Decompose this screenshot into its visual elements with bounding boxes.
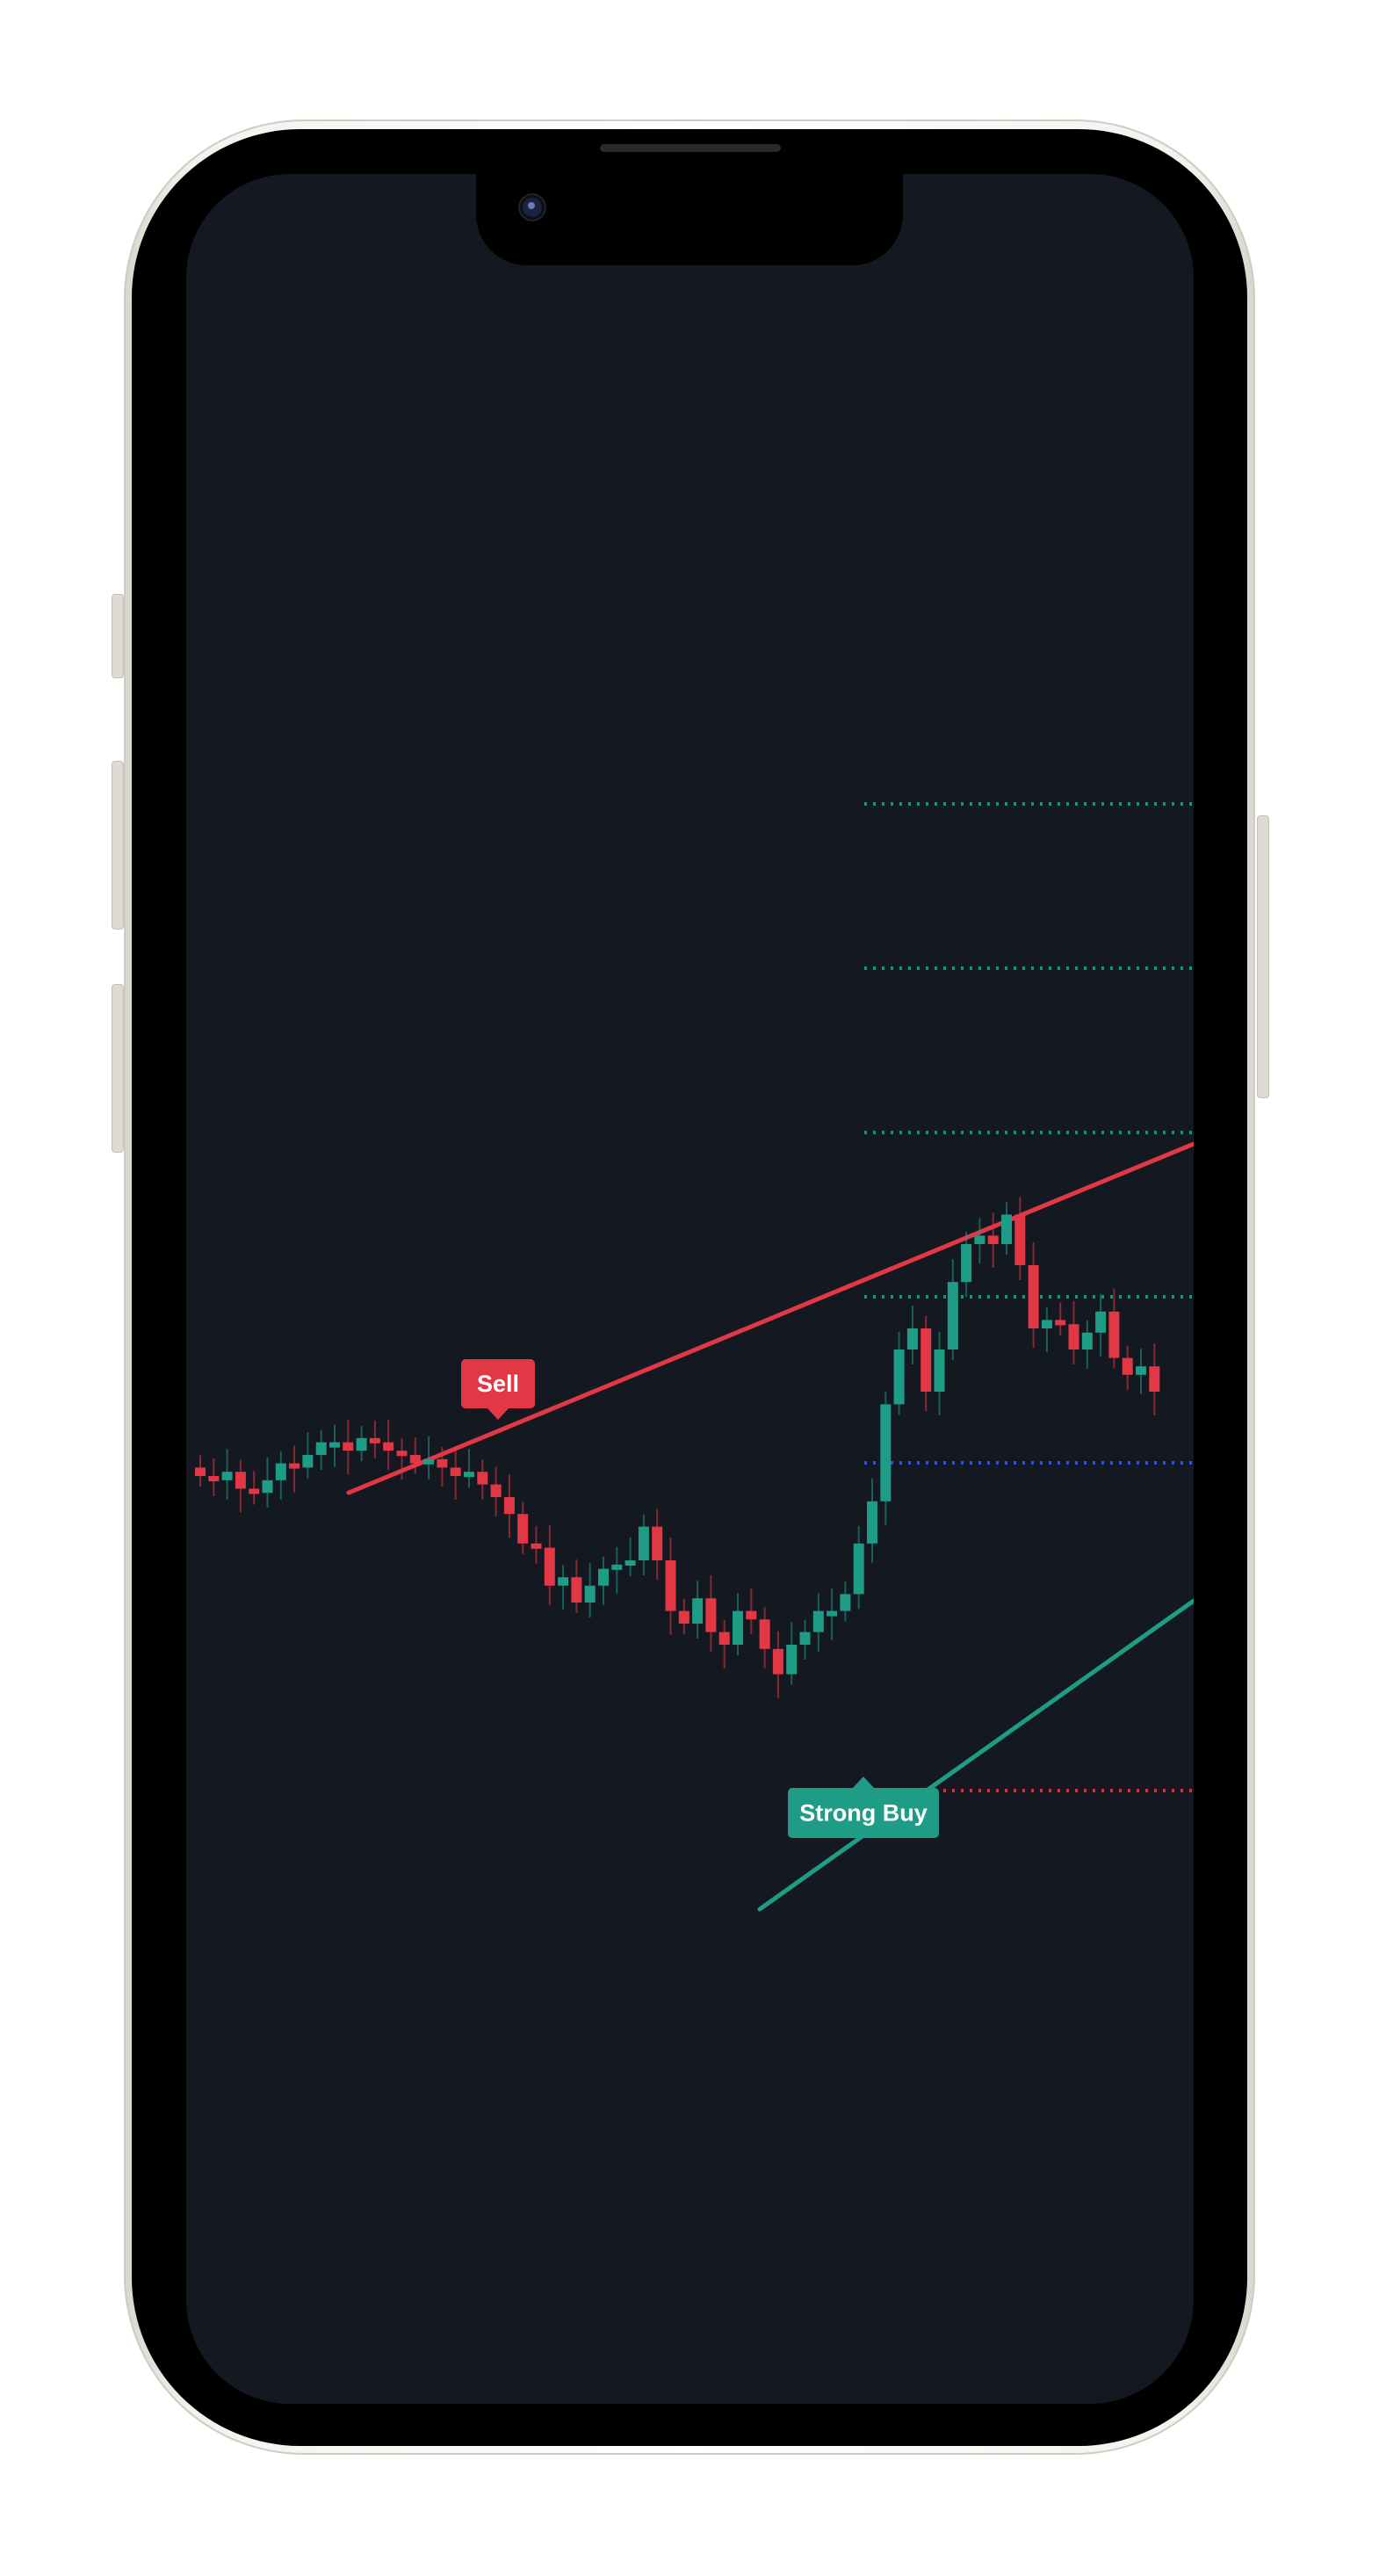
candle-up[interactable] [947, 1282, 958, 1350]
volume-down-button[interactable] [112, 984, 124, 1153]
candle-up[interactable] [625, 1560, 636, 1566]
candle-up[interactable] [611, 1564, 623, 1570]
candle-down[interactable] [652, 1526, 663, 1560]
candle-up[interactable] [1081, 1332, 1093, 1350]
front-camera-icon [520, 195, 545, 220]
candle-up[interactable] [558, 1577, 569, 1586]
candle-down[interactable] [396, 1451, 408, 1457]
candle-down[interactable] [383, 1442, 394, 1451]
candle-up[interactable] [315, 1442, 327, 1455]
candle-down[interactable] [1108, 1311, 1120, 1358]
candle-up[interactable] [638, 1526, 649, 1560]
sell-signal-label[interactable]: Sell [461, 1359, 535, 1420]
candle-down[interactable] [1028, 1265, 1039, 1328]
candle-down[interactable] [369, 1437, 380, 1444]
candle-up[interactable] [356, 1437, 367, 1451]
candle-down[interactable] [1149, 1366, 1160, 1392]
candle-down[interactable] [450, 1467, 461, 1476]
candle-up[interactable] [961, 1244, 972, 1283]
phone-notch [476, 162, 903, 265]
candle-up[interactable] [906, 1328, 918, 1350]
candle-down[interactable] [1068, 1324, 1079, 1350]
candle-down[interactable] [772, 1648, 783, 1675]
candle-up[interactable] [893, 1350, 905, 1405]
buy-signal-text: Strong Buy [799, 1800, 928, 1827]
candle-down[interactable] [289, 1463, 300, 1469]
power-button[interactable] [1257, 815, 1269, 1098]
volume-up-button[interactable] [112, 761, 124, 930]
candle-up[interactable] [867, 1501, 877, 1544]
candle-up[interactable] [423, 1458, 435, 1465]
candle-down[interactable] [1055, 1320, 1066, 1326]
candle-up[interactable] [786, 1645, 798, 1675]
candle-up[interactable] [275, 1463, 286, 1480]
candle-down[interactable] [665, 1560, 676, 1611]
candle-down[interactable] [195, 1467, 206, 1476]
earpiece-speaker [600, 144, 781, 152]
candle-down[interactable] [705, 1598, 717, 1632]
candle-up[interactable] [598, 1568, 609, 1586]
candle-down[interactable] [437, 1458, 448, 1468]
candle-down[interactable] [343, 1442, 354, 1451]
candle-down[interactable] [921, 1328, 932, 1392]
candle-down[interactable] [490, 1484, 502, 1497]
candle-up[interactable] [853, 1543, 864, 1595]
candle-down[interactable] [235, 1472, 246, 1489]
candle-down[interactable] [571, 1577, 582, 1603]
candle-up[interactable] [733, 1610, 743, 1645]
candle-up[interactable] [799, 1632, 811, 1645]
candle-down[interactable] [746, 1610, 757, 1620]
trading-chart[interactable]: Sell Strong Buy [186, 174, 1194, 2404]
candle-down[interactable] [208, 1476, 220, 1481]
sell-signal-text: Sell [477, 1371, 519, 1397]
candle-down[interactable] [517, 1514, 529, 1544]
candle-up[interactable] [1136, 1366, 1146, 1375]
candle-up[interactable] [584, 1585, 596, 1603]
support-trendline[interactable] [757, 1598, 1194, 1912]
candle-down[interactable] [718, 1632, 730, 1645]
candle-up[interactable] [302, 1455, 314, 1468]
candle-down[interactable] [477, 1472, 488, 1485]
candle-down[interactable] [678, 1610, 690, 1624]
candle-up[interactable] [1041, 1320, 1052, 1328]
candle-up[interactable] [934, 1350, 945, 1392]
phone-screen: Sell Strong Buy [186, 174, 1194, 2404]
candle-up[interactable] [221, 1472, 233, 1480]
candle-up[interactable] [812, 1610, 824, 1632]
candle-up[interactable] [692, 1598, 704, 1624]
candle-up[interactable] [974, 1235, 986, 1244]
resistance-trendline[interactable] [346, 1141, 1194, 1495]
candle-down[interactable] [503, 1497, 515, 1515]
candle-up[interactable] [262, 1480, 273, 1494]
candle-down[interactable] [1122, 1357, 1133, 1375]
candle-up[interactable] [464, 1472, 474, 1478]
candle-down[interactable] [544, 1547, 555, 1586]
candle-down[interactable] [531, 1543, 542, 1549]
candle-up[interactable] [840, 1594, 851, 1611]
action-button[interactable] [112, 594, 124, 678]
candle-up[interactable] [880, 1404, 892, 1501]
candle-down[interactable] [249, 1488, 260, 1494]
candle-down[interactable] [759, 1619, 770, 1649]
candle-down[interactable] [409, 1455, 421, 1464]
candle-down[interactable] [1014, 1214, 1026, 1265]
candle-up[interactable] [1001, 1214, 1012, 1244]
candle-up[interactable] [329, 1442, 340, 1448]
candle-down[interactable] [987, 1235, 999, 1244]
candle-up[interactable] [1095, 1311, 1107, 1333]
candle-up[interactable] [827, 1610, 838, 1617]
buy-signal-label[interactable]: Strong Buy [788, 1776, 939, 1838]
